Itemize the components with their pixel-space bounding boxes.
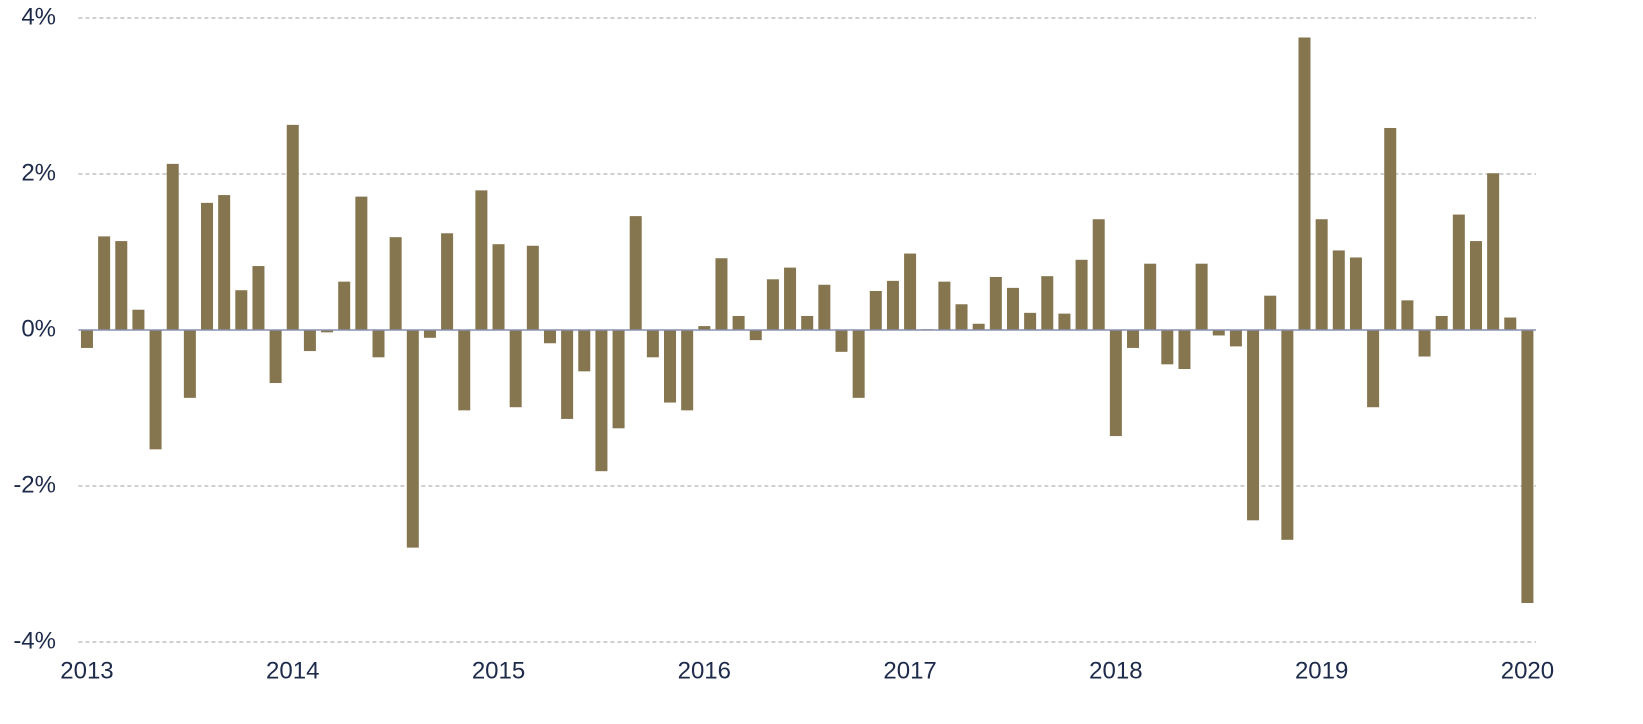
x-tick-label: 2020 <box>1501 657 1554 684</box>
bar <box>183 330 196 398</box>
bar <box>1212 330 1225 336</box>
bar <box>1435 315 1448 330</box>
bar <box>1178 330 1191 369</box>
bar <box>218 195 231 330</box>
x-tick-label: 2018 <box>1089 657 1142 684</box>
bar <box>269 330 282 384</box>
bar <box>1144 263 1157 330</box>
bar <box>423 330 436 338</box>
bar <box>132 309 145 330</box>
y-tick-label: 0% <box>21 315 56 342</box>
bar <box>1006 287 1019 330</box>
y-tick-label: -2% <box>13 471 56 498</box>
bar <box>1332 250 1345 330</box>
bar <box>303 330 316 352</box>
bar <box>818 284 831 330</box>
bar <box>1075 259 1088 330</box>
bar <box>1109 330 1122 437</box>
bar <box>1521 330 1534 603</box>
x-tick-label: 2015 <box>472 657 525 684</box>
bar <box>526 245 539 330</box>
bar <box>972 323 985 330</box>
bar <box>835 330 848 352</box>
bar <box>561 330 574 419</box>
bar <box>1367 330 1380 408</box>
bar <box>201 202 214 330</box>
bar <box>766 279 779 330</box>
bar <box>681 330 694 411</box>
x-tick-label: 2017 <box>883 657 936 684</box>
bar <box>149 330 162 450</box>
bar <box>1058 313 1071 330</box>
bar <box>80 330 93 348</box>
bar <box>1298 37 1311 330</box>
bar <box>646 330 659 358</box>
bar <box>698 326 711 330</box>
bar <box>166 163 179 330</box>
bar <box>869 291 882 330</box>
bar <box>1487 173 1500 330</box>
bar <box>406 330 419 548</box>
bar <box>372 330 385 358</box>
bar <box>1469 241 1482 330</box>
bar <box>1127 330 1140 348</box>
bar <box>578 330 591 372</box>
bar <box>1349 257 1362 330</box>
bar <box>286 124 299 330</box>
bar <box>629 216 642 330</box>
bar <box>543 330 556 344</box>
x-tick-label: 2014 <box>266 657 319 684</box>
bar <box>1041 276 1054 330</box>
bar <box>355 196 368 330</box>
bar <box>1264 295 1277 330</box>
bar <box>938 281 951 330</box>
bar <box>989 276 1002 330</box>
bar <box>1092 219 1105 330</box>
bar <box>1229 330 1242 347</box>
bar <box>886 280 899 330</box>
bar <box>441 233 454 330</box>
bar <box>389 237 402 330</box>
bar <box>338 281 351 330</box>
bar <box>732 315 745 330</box>
bar <box>1418 330 1431 357</box>
bar <box>1384 127 1397 330</box>
bar <box>1401 300 1414 330</box>
bar <box>492 244 505 330</box>
x-tick-label: 2013 <box>60 657 113 684</box>
x-tick-label: 2016 <box>678 657 731 684</box>
bar <box>1195 263 1208 330</box>
bar <box>509 330 522 408</box>
bar <box>801 315 814 330</box>
bar <box>1504 317 1517 330</box>
y-tick-label: -4% <box>13 627 56 654</box>
bar <box>252 266 265 330</box>
bar <box>904 253 917 330</box>
bar <box>1024 312 1037 330</box>
x-tick-label: 2019 <box>1295 657 1348 684</box>
bar <box>852 330 865 398</box>
bar <box>715 258 728 330</box>
bar <box>115 241 128 330</box>
bar <box>784 267 797 330</box>
bar <box>321 330 334 333</box>
bar <box>1452 214 1465 330</box>
bar <box>475 190 488 330</box>
bar <box>1281 330 1294 540</box>
y-tick-label: 2% <box>21 159 56 186</box>
bar <box>595 330 608 472</box>
bar <box>1161 330 1174 365</box>
bar <box>955 304 968 330</box>
bar <box>1247 330 1260 521</box>
bar <box>98 236 111 330</box>
bar <box>1315 219 1328 330</box>
y-tick-label: 4% <box>21 3 56 30</box>
bar <box>749 330 762 341</box>
bar <box>612 330 625 429</box>
bar <box>235 290 248 330</box>
bar <box>664 330 677 403</box>
bar <box>458 330 471 411</box>
